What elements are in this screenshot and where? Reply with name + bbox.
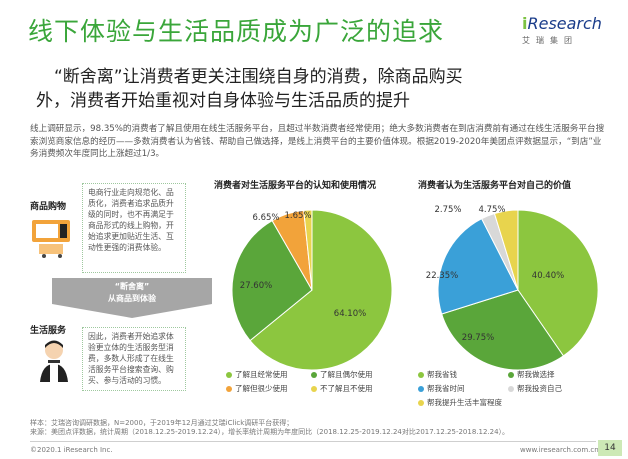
transition-arrow: “断舍离” 从商品到体验	[52, 278, 212, 318]
logo-word: Research	[527, 14, 602, 33]
chart1-title: 消费者对生活服务平台的认知和使用情况	[214, 181, 377, 191]
legend-dot-icon	[418, 399, 424, 406]
chart2-label-2: 22.35%	[426, 271, 458, 281]
subtitle-line-2: 外，消费者开始重视对自身体验与生活品质的提升	[36, 91, 410, 111]
website-link[interactable]: www.iresearch.com.cn	[520, 446, 599, 454]
category-life-service: 生活服务	[30, 326, 67, 336]
chart1-legend-item-1: 了解且偶尔使用	[311, 369, 396, 380]
chart2-legend-label-0: 帮我省钱	[427, 370, 457, 379]
iresearch-logo: iResearch 艾瑞集团	[522, 14, 618, 54]
arrow-label-2: 从商品到体验	[108, 294, 156, 303]
logo-subtitle: 艾瑞集团	[522, 36, 578, 45]
subtitle-line-1: “断舍离”让消费者更关注围绕自身的消费，除商品购买	[54, 67, 463, 87]
chart1-label-0: 64.10%	[334, 309, 366, 319]
person-illustration	[34, 338, 74, 382]
chart2-slice-2	[437, 218, 519, 315]
chart2-legend-label-1: 帮我做选择	[517, 370, 555, 379]
chart1-legend-item-2: 了解但很少使用	[226, 383, 311, 394]
chart1-legend: 了解且经常使用 了解且偶尔使用了解但很少使用 不了解且不使用	[226, 369, 396, 394]
legend-dot-icon	[508, 371, 514, 378]
chart2-label-0: 40.40%	[532, 271, 564, 281]
legend-dot-icon	[226, 371, 232, 378]
chart1-legend-item-3: 不了解且不使用	[311, 383, 396, 394]
shopping-description: 电商行业走向规范化、品质化，消费者追求品质升级的同时，也不再满足于商品形式的线上…	[82, 183, 186, 273]
chart1-legend-label-2: 了解但很少使用	[235, 384, 288, 393]
chart2-slice-4	[493, 209, 519, 291]
chart2-legend-item-0: 帮我省钱	[418, 369, 508, 380]
footer-divider	[30, 441, 596, 442]
page-title: 线下体验与生活品质成为广泛的追求	[28, 17, 445, 46]
chart1-slice-3	[303, 209, 313, 291]
chart2-legend-label-4: 帮我提升生活丰富程度	[427, 398, 502, 407]
chart1-slice-1	[231, 219, 313, 342]
chart1-legend-item-0: 了解且经常使用	[226, 369, 311, 380]
chart2-legend-item-4: 帮我提升生活丰富程度	[418, 397, 508, 408]
chart1-slice-0	[249, 209, 393, 370]
chart2-legend-item-3: 帮我投资自己	[508, 383, 598, 394]
legend-dot-icon	[508, 385, 514, 392]
chart2-label-4: 4.75%	[478, 205, 505, 215]
logo-i: i	[522, 14, 528, 33]
chart1-label-2: 6.65%	[252, 213, 279, 223]
note-source: 来源：美团点评数据，统计周期（2018.12.25-2019.12.24），增长…	[30, 428, 510, 436]
legend-dot-icon	[418, 385, 424, 392]
chart2-legend: 帮我省钱 帮我做选择帮我省时间 帮我投资自己帮我提升生活丰富程度	[418, 369, 598, 408]
chart2-label-3: 2.75%	[434, 205, 461, 215]
chart2-legend-label-3: 帮我投资自己	[517, 384, 562, 393]
chart2-title: 消费者认为生活服务平台对自己的价值	[418, 181, 572, 191]
legend-dot-icon	[226, 385, 232, 392]
chart1-pie: 64.10% 27.60% 6.65% 1.65%	[231, 209, 393, 370]
chart2-legend-item-1: 帮我做选择	[508, 369, 598, 380]
chart2-pie: 40.40% 29.75% 22.35% 2.75% 4.75%	[426, 205, 599, 370]
chart1-legend-label-3: 不了解且不使用	[320, 384, 373, 393]
legend-dot-icon	[311, 371, 317, 378]
chart2-legend-item-2: 帮我省时间	[418, 383, 508, 394]
copyright-text: ©2020.1 iResearch Inc.	[30, 446, 113, 454]
chart1-label-1: 27.60%	[240, 281, 272, 291]
chart2-label-1: 29.75%	[462, 333, 494, 343]
chart1-legend-label-1: 了解且偶尔使用	[320, 370, 373, 379]
legend-dot-icon	[311, 385, 317, 392]
chart1-legend-label-0: 了解且经常使用	[235, 370, 288, 379]
body-paragraph: 线上调研显示，98.35%的消费者了解且使用在线生活服务平台，且超过半数消费者经…	[30, 124, 605, 160]
shopping-illustration	[30, 212, 74, 258]
chart2-slice-1	[441, 289, 565, 370]
category-shopping: 商品购物	[30, 202, 67, 212]
legend-dot-icon	[418, 371, 424, 378]
chart2-slice-0	[517, 209, 599, 357]
chart2-legend-label-2: 帮我省时间	[427, 384, 465, 393]
arrow-label-1: “断舍离”	[114, 282, 150, 291]
chart1-label-3: 1.65%	[284, 211, 311, 221]
note-sample: 样本：艾瑞咨询调研数据，N=2000，于2019年12月通过艾瑞iClick调研…	[30, 419, 294, 427]
life-service-description: 因此，消费者开始追求体验更立体的生活服务型消费，多数人形成了在线生活服务平台搜索…	[82, 327, 186, 391]
page-number: 14	[598, 440, 622, 456]
